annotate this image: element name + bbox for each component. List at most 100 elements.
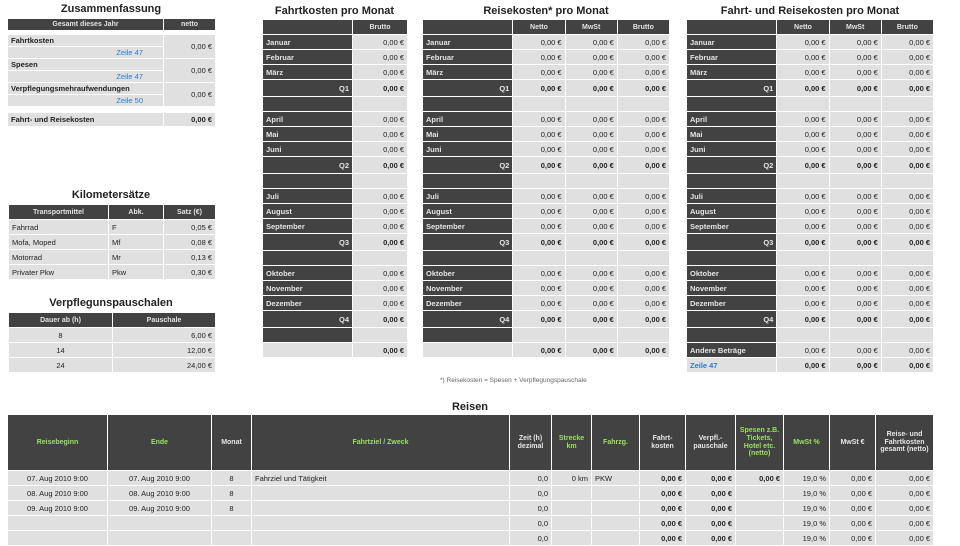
reisen-cell[interactable]: 0,00 €: [685, 500, 736, 516]
total-link[interactable]: Zeile 47: [685, 357, 778, 373]
quarter-label: Q1: [685, 79, 778, 97]
reisen-cell[interactable]: 19,0 %: [783, 470, 830, 486]
reisen-cell[interactable]: 0,00 €: [829, 530, 876, 546]
verpf-cell: 6,00 €: [112, 327, 216, 343]
summary-link[interactable]: Zeile 47: [7, 70, 164, 83]
reisen-cell[interactable]: 0,00 €: [875, 530, 934, 546]
month-label: Mai: [421, 126, 514, 142]
spacer-cell: [421, 173, 514, 189]
spacer-cell: [685, 250, 778, 266]
month-value: 0,00 €: [512, 141, 566, 157]
reisen-cell[interactable]: 0,00 €: [829, 485, 876, 501]
month-value: 0,00 €: [776, 295, 830, 311]
month-value: 0,00 €: [616, 218, 671, 234]
reisen-cell[interactable]: 08. Aug 2010 9:00: [107, 485, 212, 501]
reisen-cell[interactable]: [7, 515, 108, 531]
reisen-cell[interactable]: [735, 485, 784, 501]
month-header-blank: [421, 19, 514, 35]
reisen-cell[interactable]: 08. Aug 2010 9:00: [7, 485, 108, 501]
month-label: Oktober: [262, 265, 353, 281]
month-value: 0,00 €: [828, 64, 882, 80]
reisen-cell[interactable]: PKW: [591, 470, 640, 486]
month-value: 0,00 €: [828, 218, 882, 234]
reisen-cell[interactable]: 0,0: [509, 485, 552, 501]
reisen-cell[interactable]: 0,00 €: [875, 500, 934, 516]
reisen-cell[interactable]: [107, 530, 212, 546]
reisen-cell[interactable]: 19,0 %: [783, 530, 830, 546]
fahrt-monat-title: Fahrtkosten pro Monat: [274, 5, 395, 17]
reisen-cell[interactable]: [591, 530, 640, 546]
reisen-cell[interactable]: [251, 515, 510, 531]
reisen-cell[interactable]: 07. Aug 2010 9:00: [7, 470, 108, 486]
quarter-label: Q2: [262, 156, 353, 174]
reisen-cell[interactable]: 0,00 €: [829, 515, 876, 531]
reisen-cell[interactable]: [591, 500, 640, 516]
reisen-cell[interactable]: [251, 485, 510, 501]
reisen-cell[interactable]: 0,00 €: [639, 485, 686, 501]
reisen-cell[interactable]: 0,00 €: [829, 500, 876, 516]
month-value: 0,00 €: [616, 295, 671, 311]
reisen-cell[interactable]: 0,00 €: [685, 515, 736, 531]
km-table: Transportmittel Abk. Satz (€) Fahrrad F 0,05…: [8, 204, 216, 280]
reisen-cell[interactable]: [591, 515, 640, 531]
reisen-cell[interactable]: 0,00 €: [735, 470, 784, 486]
quarter-label: Q3: [262, 233, 353, 251]
reisen-cell[interactable]: 8: [211, 470, 252, 486]
reisen-cell[interactable]: 0,00 €: [639, 515, 686, 531]
reisen-cell[interactable]: [735, 530, 784, 546]
month-label: Juli: [421, 188, 514, 204]
reisen-cell[interactable]: 19,0 %: [783, 500, 830, 516]
month-label: Februar: [685, 49, 778, 65]
reisen-cell[interactable]: 0,00 €: [685, 530, 736, 546]
reisen-cell[interactable]: 0,00 €: [875, 515, 934, 531]
reisen-cell[interactable]: 8: [211, 485, 252, 501]
reisen-cell[interactable]: [735, 515, 784, 531]
summary-link[interactable]: Zeile 47: [7, 46, 164, 59]
reisen-cell[interactable]: [107, 515, 212, 531]
reisen-cell[interactable]: [591, 485, 640, 501]
reisen-cell[interactable]: [551, 500, 592, 516]
km-cell: Mf: [108, 234, 164, 250]
reisen-cell[interactable]: 09. Aug 2010 9:00: [7, 500, 108, 516]
reisen-cell[interactable]: [551, 515, 592, 531]
reisen-cell[interactable]: 0,00 €: [875, 470, 934, 486]
reise-monat-title: Reisekosten* pro Monat: [483, 5, 609, 17]
summary-link[interactable]: Zeile 50: [7, 94, 164, 107]
month-label: November: [262, 280, 353, 296]
reisen-cell[interactable]: 0 km: [551, 470, 592, 486]
reisen-cell[interactable]: [251, 530, 510, 546]
spacer-cell: [685, 327, 778, 343]
reisen-cell[interactable]: 0,00 €: [639, 530, 686, 546]
reisen-cell[interactable]: [211, 515, 252, 531]
reisen-cell[interactable]: [551, 530, 592, 546]
reisen-cell[interactable]: [735, 500, 784, 516]
spacer-cell: [880, 96, 935, 112]
reisen-cell[interactable]: 0,00 €: [829, 470, 876, 486]
reisen-cell[interactable]: [251, 500, 510, 516]
reisen-cell[interactable]: 0,0: [509, 500, 552, 516]
month-value: 0,00 €: [880, 34, 935, 50]
reisen-cell[interactable]: 0,0: [509, 470, 552, 486]
reisen-cell[interactable]: 07. Aug 2010 9:00: [107, 470, 212, 486]
km-cell: Pkw: [108, 264, 164, 280]
reisen-cell[interactable]: 19,0 %: [783, 485, 830, 501]
reisen-cell[interactable]: Fahrziel und Tätigkeit: [251, 470, 510, 486]
reisen-cell[interactable]: 0,0: [509, 530, 552, 546]
reisen-cell[interactable]: 8: [211, 500, 252, 516]
footnote: *) Reisekosten = Spesen + Verpflegungspa…: [440, 377, 587, 384]
table-row: 08. Aug 2010 9:00 08. Aug 2010 9:00 8 0,0 0,…: [7, 485, 934, 501]
reisen-cell[interactable]: 0,00 €: [685, 470, 736, 486]
reisen-cell[interactable]: 19,0 %: [783, 515, 830, 531]
summary-value: 0,00 €: [163, 82, 216, 107]
reisen-cell[interactable]: 0,00 €: [639, 500, 686, 516]
reisen-cell[interactable]: 0,00 €: [639, 470, 686, 486]
reisen-cell[interactable]: 0,00 €: [685, 485, 736, 501]
reisen-cell[interactable]: 0,00 €: [875, 485, 934, 501]
reisen-cell[interactable]: [7, 530, 108, 546]
reisen-cell[interactable]: 09. Aug 2010 9:00: [107, 500, 212, 516]
column-header: Brutto: [880, 19, 935, 35]
reisen-cell[interactable]: [551, 485, 592, 501]
reisen-cell[interactable]: [211, 530, 252, 546]
month-value: 0,00 €: [512, 218, 566, 234]
reisen-cell[interactable]: 0,0: [509, 515, 552, 531]
